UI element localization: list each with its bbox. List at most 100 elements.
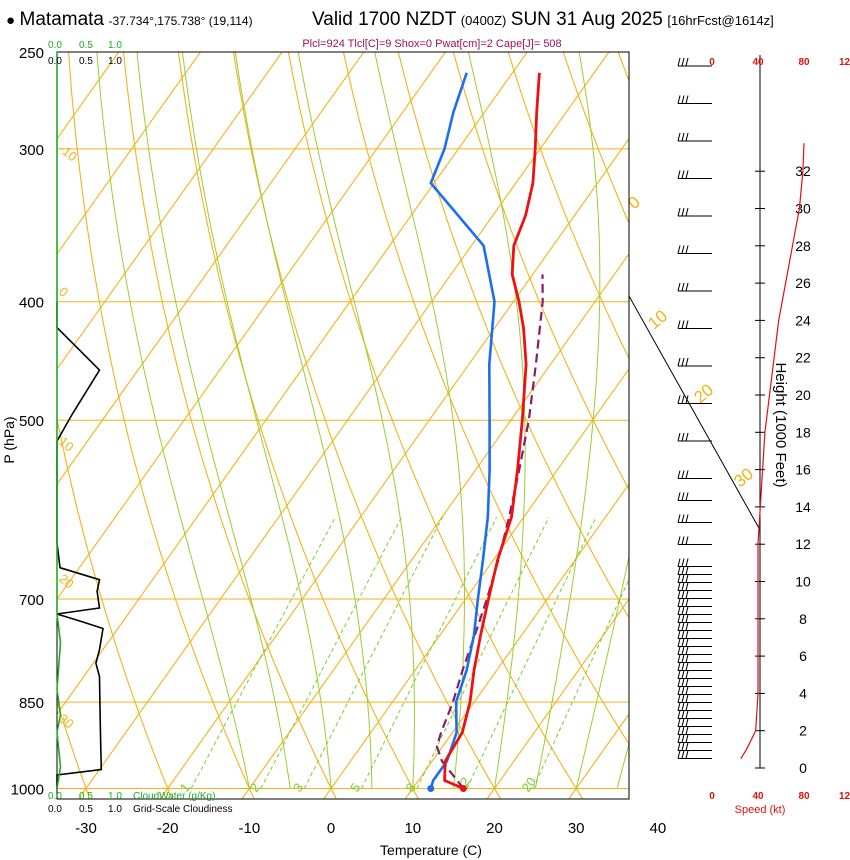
dry-adiabat-90 xyxy=(617,52,629,83)
speed-legend: Speed (kt) xyxy=(735,804,786,816)
wind-barb-flag xyxy=(677,207,681,217)
isotherm--80 xyxy=(57,52,201,255)
temp-tick-20: 20 xyxy=(486,820,503,837)
wind-barb-flag xyxy=(681,357,685,367)
wind-barb-flag xyxy=(681,662,685,671)
wind-barb-flag xyxy=(681,686,685,695)
wind-barb xyxy=(677,638,712,647)
dry-adiabat-60 xyxy=(452,52,629,491)
wind-barb-flag xyxy=(685,57,689,67)
wind-barb-flag xyxy=(681,558,685,567)
height-tick-20: 20 xyxy=(795,387,811,403)
temp-tick-40: 40 xyxy=(650,820,667,837)
wind-barb xyxy=(677,606,712,615)
wind-barb-flag xyxy=(685,654,689,663)
wind-barb-flag xyxy=(681,566,685,575)
wind-barb-flag xyxy=(685,132,689,142)
wind-barb-flag xyxy=(677,686,681,695)
wind-barb xyxy=(677,662,712,671)
wind-barb-flag xyxy=(677,245,681,254)
height-tick-4: 4 xyxy=(799,685,807,701)
wind-barb xyxy=(677,282,712,292)
wind-barb xyxy=(677,170,712,179)
wind-barb xyxy=(677,686,712,695)
wind-barb-flag xyxy=(681,654,685,663)
wind-barb-flag xyxy=(681,710,685,719)
wind-barb xyxy=(677,678,712,687)
moist-adiabat-25 xyxy=(534,52,601,789)
height-tick-18: 18 xyxy=(795,424,811,440)
pressure-tick-400: 400 xyxy=(19,295,44,312)
dry-adiabat-130 xyxy=(838,52,850,799)
moist-adiabat-30 xyxy=(575,554,629,789)
wind-barb xyxy=(677,574,712,583)
wind-barb-flag xyxy=(677,670,681,679)
wind-barb-flag xyxy=(685,638,689,647)
temp-tick--20: -20 xyxy=(157,820,179,837)
wind-barb-flag xyxy=(677,536,681,545)
wind-barb xyxy=(677,514,712,523)
dry-adiabat-120 xyxy=(783,52,850,799)
wind-barb-flag xyxy=(685,694,689,703)
wind-barb-flag xyxy=(677,734,681,743)
wind-barb-flag xyxy=(685,670,689,679)
temperature-trace xyxy=(443,72,541,790)
speed-tick-top-2: 80 xyxy=(798,57,810,68)
mixing-ratio-8 xyxy=(416,516,550,789)
wind-barb-flag xyxy=(677,702,681,711)
height-tick-22: 22 xyxy=(795,350,811,366)
wind-barb-flag xyxy=(685,395,689,404)
isotherm-10 xyxy=(404,483,629,799)
moist-adiabat-15 xyxy=(374,52,465,789)
isotherm--30 xyxy=(78,52,610,799)
isotherm--90 xyxy=(57,52,120,140)
wind-barb-flag xyxy=(681,170,685,179)
wind-barb-flag xyxy=(677,170,681,179)
isotherm-lines xyxy=(57,52,629,799)
wind-barb-flag xyxy=(677,606,681,615)
surface-temperature-dot xyxy=(459,784,467,792)
height-tick-14: 14 xyxy=(795,499,811,515)
dry-adiabat--10 xyxy=(68,52,255,799)
wind-barb-flag xyxy=(681,726,685,735)
wind-barb-flag xyxy=(677,726,681,735)
wind-barb-flag xyxy=(677,750,681,759)
height-tick-12: 12 xyxy=(795,536,811,552)
wind-barb-flag xyxy=(681,245,685,254)
mixing-ratio-label-12: 12 xyxy=(452,774,473,794)
isotherm--10 xyxy=(241,252,629,799)
wind-barb-flag xyxy=(685,742,689,751)
height-tick-24: 24 xyxy=(795,312,811,328)
wind-barb-flag xyxy=(681,734,685,743)
wind-barb xyxy=(677,245,712,254)
wind-barb-flag xyxy=(685,320,689,329)
parcel-trace xyxy=(435,274,544,790)
wind-barb-flag xyxy=(681,718,685,727)
wind-barb-flag xyxy=(681,95,685,104)
wind-barb-flag xyxy=(685,686,689,695)
speed-tick-top-1: 40 xyxy=(752,57,764,68)
wind-barb-flag xyxy=(677,95,681,104)
cloudwater-tick-top-2: 1.0 xyxy=(108,40,122,51)
wind-barb-flag xyxy=(681,670,685,679)
pressure-tick-700: 700 xyxy=(19,592,44,609)
wind-barb xyxy=(677,492,712,501)
wind-barb-flag xyxy=(685,630,689,639)
cloudiness-tick-bottom-1: 0.5 xyxy=(79,804,93,815)
wind-barb-flag xyxy=(681,207,685,217)
wind-barb-flag xyxy=(685,590,689,599)
height-mapping-line xyxy=(628,295,761,768)
wind-barb-flag xyxy=(681,694,685,703)
wind-barb-flag xyxy=(677,718,681,727)
wind-barb-flag xyxy=(681,282,685,292)
wind-barb-flag xyxy=(685,646,689,655)
dry-adiabat-30 xyxy=(287,52,584,799)
pressure-tick-850: 850 xyxy=(19,695,44,712)
wind-barb xyxy=(677,726,712,735)
cloud-water-trace xyxy=(56,52,62,789)
wind-barb-flag xyxy=(681,606,685,615)
dewpoint-trace xyxy=(429,72,496,789)
wind-barb-flag xyxy=(685,726,689,735)
wind-barb-flag xyxy=(681,622,685,631)
wind-barb-flag xyxy=(677,558,681,567)
